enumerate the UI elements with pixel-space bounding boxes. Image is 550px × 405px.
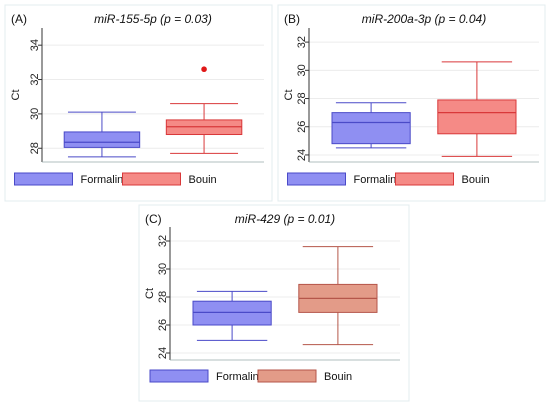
y-tick-label: 30 bbox=[157, 263, 169, 275]
legend-label: Bouin bbox=[189, 174, 217, 186]
y-axis-label: Ct bbox=[10, 90, 22, 101]
box-iqr bbox=[192, 300, 272, 326]
panel-label: (C) bbox=[145, 212, 162, 226]
box-iqr bbox=[437, 99, 517, 135]
y-tick-label: 28 bbox=[296, 92, 308, 104]
y-tick-label: 30 bbox=[29, 108, 41, 120]
legend-swatch bbox=[395, 172, 454, 186]
legend-label: Bouin bbox=[462, 174, 490, 186]
y-tick-label: 32 bbox=[29, 73, 41, 85]
y-axis-label: Ct bbox=[283, 90, 295, 101]
chart-title: miR-155-5p (p = 0.03) bbox=[94, 12, 212, 26]
legend-swatch bbox=[14, 172, 73, 186]
panel-frame bbox=[4, 4, 273, 202]
box-iqr bbox=[63, 131, 141, 148]
y-tick-label: 24 bbox=[296, 149, 308, 161]
legend-label: Bouin bbox=[324, 371, 352, 383]
legend-label: Formalin bbox=[354, 174, 397, 186]
chart-panel-a: 28 30 32 34 Ct (A) miR-155-5p (p = 0.03) Formal… bbox=[4, 4, 273, 202]
box-bouin bbox=[165, 66, 243, 154]
y-tick-label: 32 bbox=[296, 36, 308, 48]
y-tick-label: 30 bbox=[296, 64, 308, 76]
box-formalin bbox=[331, 102, 411, 149]
legend-swatch bbox=[149, 369, 209, 383]
legend-swatch bbox=[122, 172, 181, 186]
y-tick-label: 24 bbox=[157, 347, 169, 359]
y-tick-label: 26 bbox=[296, 121, 308, 133]
box-bouin bbox=[298, 246, 378, 346]
chart-title: miR-200a-3p (p = 0.04) bbox=[362, 12, 486, 26]
box-formalin bbox=[63, 111, 141, 158]
chart-panel-c: 24 26 28 30 32 Ct (C) miR-429 (p = 0.01) Formali… bbox=[138, 204, 410, 402]
legend: Formalin Bouin bbox=[149, 369, 352, 383]
y-tick-label: 28 bbox=[157, 291, 169, 303]
box-formalin bbox=[192, 290, 272, 341]
y-tick-label: 28 bbox=[29, 142, 41, 154]
legend-label: Formalin bbox=[81, 174, 124, 186]
y-tick-label: 26 bbox=[157, 319, 169, 331]
chart-title: miR-429 (p = 0.01) bbox=[235, 212, 335, 226]
outlier-point bbox=[201, 66, 207, 73]
legend-swatch bbox=[257, 369, 317, 383]
legend-label: Formalin bbox=[216, 371, 259, 383]
legend: Formalin Bouin bbox=[287, 172, 490, 186]
y-tick-label: 32 bbox=[157, 235, 169, 247]
legend-swatch bbox=[287, 172, 346, 186]
panel-label: (A) bbox=[11, 12, 27, 26]
chart-panel-b: 24 26 28 30 32 Ct (B) miR-200a-3p (p = 0.04) For… bbox=[277, 4, 546, 202]
legend: Formalin Bouin bbox=[14, 172, 217, 186]
panel-label: (B) bbox=[284, 12, 300, 26]
y-axis-label: Ct bbox=[144, 288, 156, 299]
box-iqr bbox=[331, 112, 411, 145]
box-bouin bbox=[437, 61, 517, 157]
y-tick-label: 34 bbox=[29, 39, 41, 51]
